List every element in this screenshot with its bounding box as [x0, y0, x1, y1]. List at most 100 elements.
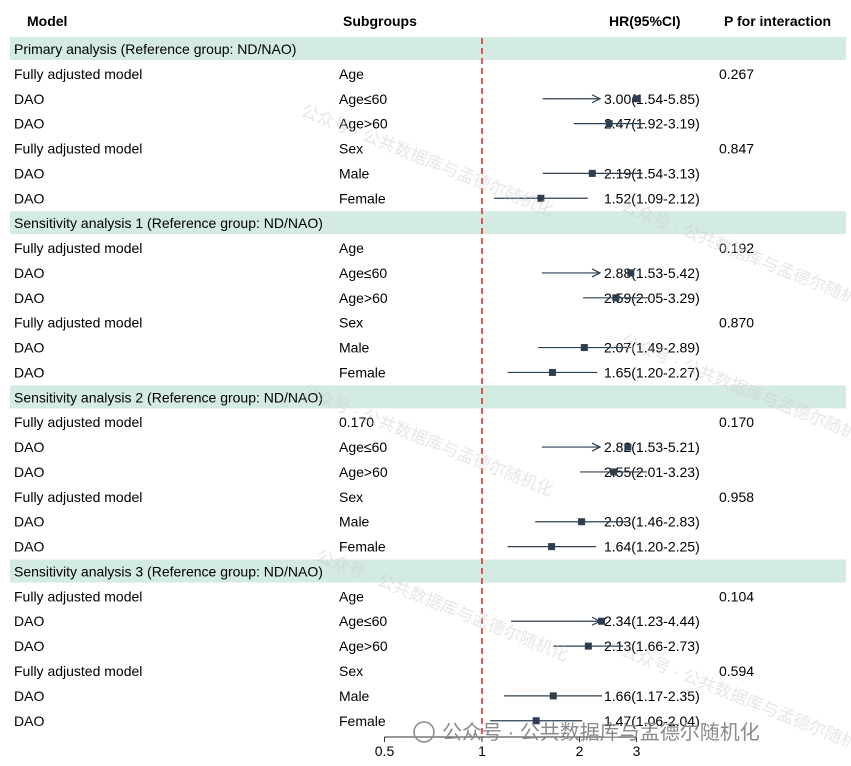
section-band: [10, 211, 846, 235]
hr-label: 2.19(1.54-3.13): [604, 165, 700, 181]
hr-label: 2.34(1.23-4.44): [604, 613, 700, 629]
hr-point: [633, 95, 641, 103]
subgroup-label: Age>60: [339, 464, 388, 480]
p-value: 0.104: [719, 588, 754, 604]
subgroup-label: Sex: [339, 663, 363, 679]
section-title: Sensitivity analysis 3 (Reference group:…: [14, 563, 323, 579]
hr-point: [588, 169, 596, 177]
subgroup-label: Age≤60: [339, 613, 387, 629]
model-label: Fully adjusted model: [14, 240, 142, 256]
model-label: DAO: [14, 116, 44, 132]
model-label: DAO: [14, 265, 44, 281]
model-label: DAO: [14, 464, 44, 480]
hr-point: [537, 194, 545, 202]
hr-label: 2.03(1.46-2.83): [604, 514, 700, 530]
x-tick-label: 1: [478, 743, 486, 759]
p-value: 0.958: [719, 489, 754, 505]
section-title: Primary analysis (Reference group: ND/NA…: [14, 41, 296, 57]
model-label: Fully adjusted model: [14, 315, 142, 331]
subgroup-label: Age: [339, 66, 364, 82]
hr-label: 3.00(1.54-5.85): [604, 91, 700, 107]
hr-label: 2.55(2.01-3.23): [604, 464, 700, 480]
wechat-icon: [413, 721, 435, 743]
subgroup-label: Male: [339, 688, 370, 704]
subgroup-label: Age: [339, 588, 364, 604]
hr-point: [627, 269, 635, 277]
x-tick-label: 2: [576, 743, 584, 759]
model-label: DAO: [14, 364, 44, 380]
section-band: [10, 385, 846, 409]
section-title: Sensitivity analysis 2 (Reference group:…: [14, 389, 323, 405]
hr-label: 2.13(1.66-2.73): [604, 638, 700, 654]
subgroup-label: Age≤60: [339, 265, 387, 281]
model-label: DAO: [14, 514, 44, 530]
model-label: DAO: [14, 638, 44, 654]
model-label: DAO: [14, 340, 44, 356]
header-p-interaction: P for interaction: [724, 13, 831, 29]
ci-arrow: [591, 268, 602, 278]
hr-point: [610, 468, 618, 476]
hr-label: 1.52(1.09-2.12): [604, 190, 700, 206]
subgroup-label: Age≤60: [339, 439, 387, 455]
plot-area: [481, 38, 650, 738]
header-subgroups: Subgroups: [343, 13, 417, 29]
model-label: Fully adjusted model: [14, 141, 142, 157]
hr-point: [612, 294, 620, 302]
header-hr: HR(95%CI): [609, 13, 681, 29]
watermark-caption: 公众号 · 公共数据库与孟德尔随机化: [442, 721, 760, 744]
hr-label: 2.47(1.92-3.19): [604, 116, 700, 132]
p-value: 0.170: [719, 414, 754, 430]
subgroup-label: Sex: [339, 489, 363, 505]
p-value: 0.267: [719, 66, 754, 82]
hr-label: 1.47(1.06-2.04): [604, 713, 700, 729]
model-label: DAO: [14, 165, 44, 181]
hr-point: [532, 717, 540, 725]
ci-arrow: [591, 442, 602, 452]
subgroup-label: Age>60: [339, 638, 388, 654]
table-header: Model Subgroups HR(95%CI) P for interact…: [27, 13, 831, 29]
hr-label: 1.65(1.20-2.27): [604, 364, 700, 380]
model-label: Fully adjusted model: [14, 663, 142, 679]
hr-point: [584, 642, 592, 650]
model-label: DAO: [14, 439, 44, 455]
p-value: 0.594: [719, 663, 754, 679]
hr-label: 2.88(1.53-5.42): [604, 265, 700, 281]
hr-label: 2.59(2.05-3.29): [604, 290, 700, 306]
model-label: DAO: [14, 613, 44, 629]
model-label: DAO: [14, 290, 44, 306]
model-label: Fully adjusted model: [14, 414, 142, 430]
subgroup-label: Female: [339, 364, 386, 380]
ci-arrow: [591, 94, 602, 104]
subgroup-label: Age: [339, 240, 364, 256]
model-label: Fully adjusted model: [14, 489, 142, 505]
hr-point: [605, 120, 613, 128]
x-axis: 0.5 1 2 3: [375, 736, 641, 759]
model-label: Fully adjusted model: [14, 66, 142, 82]
hr-point: [578, 518, 586, 526]
subgroup-label: Male: [339, 165, 370, 181]
subgroup-label: Male: [339, 514, 370, 530]
hr-point: [549, 692, 557, 700]
x-tick-label: 3: [633, 743, 641, 759]
section-title: Sensitivity analysis 1 (Reference group:…: [14, 215, 323, 231]
x-tick-label: 0.5: [375, 743, 395, 759]
section-band: [10, 559, 846, 583]
p-value: 0.870: [719, 315, 754, 331]
subgroup-label: Age≤60: [339, 91, 387, 107]
subgroup-label: 0.170: [339, 414, 374, 430]
subgroup-label: Female: [339, 539, 386, 555]
hr-label: 1.66(1.17-2.35): [604, 688, 700, 704]
hr-point: [548, 368, 556, 376]
table-rows: Primary analysis (Reference group: ND/NA…: [14, 41, 754, 729]
model-label: Fully adjusted model: [14, 588, 142, 604]
hr-point: [624, 443, 632, 451]
p-value: 0.847: [719, 141, 754, 157]
hr-point: [580, 344, 588, 352]
header-model: Model: [27, 13, 67, 29]
section-band: [10, 37, 846, 60]
watermark-text: 公众号 · 公共数据库与孟德尔随机化: [299, 101, 557, 220]
hr-point: [548, 543, 556, 551]
p-value: 0.192: [719, 240, 754, 256]
subgroup-label: Sex: [339, 141, 363, 157]
